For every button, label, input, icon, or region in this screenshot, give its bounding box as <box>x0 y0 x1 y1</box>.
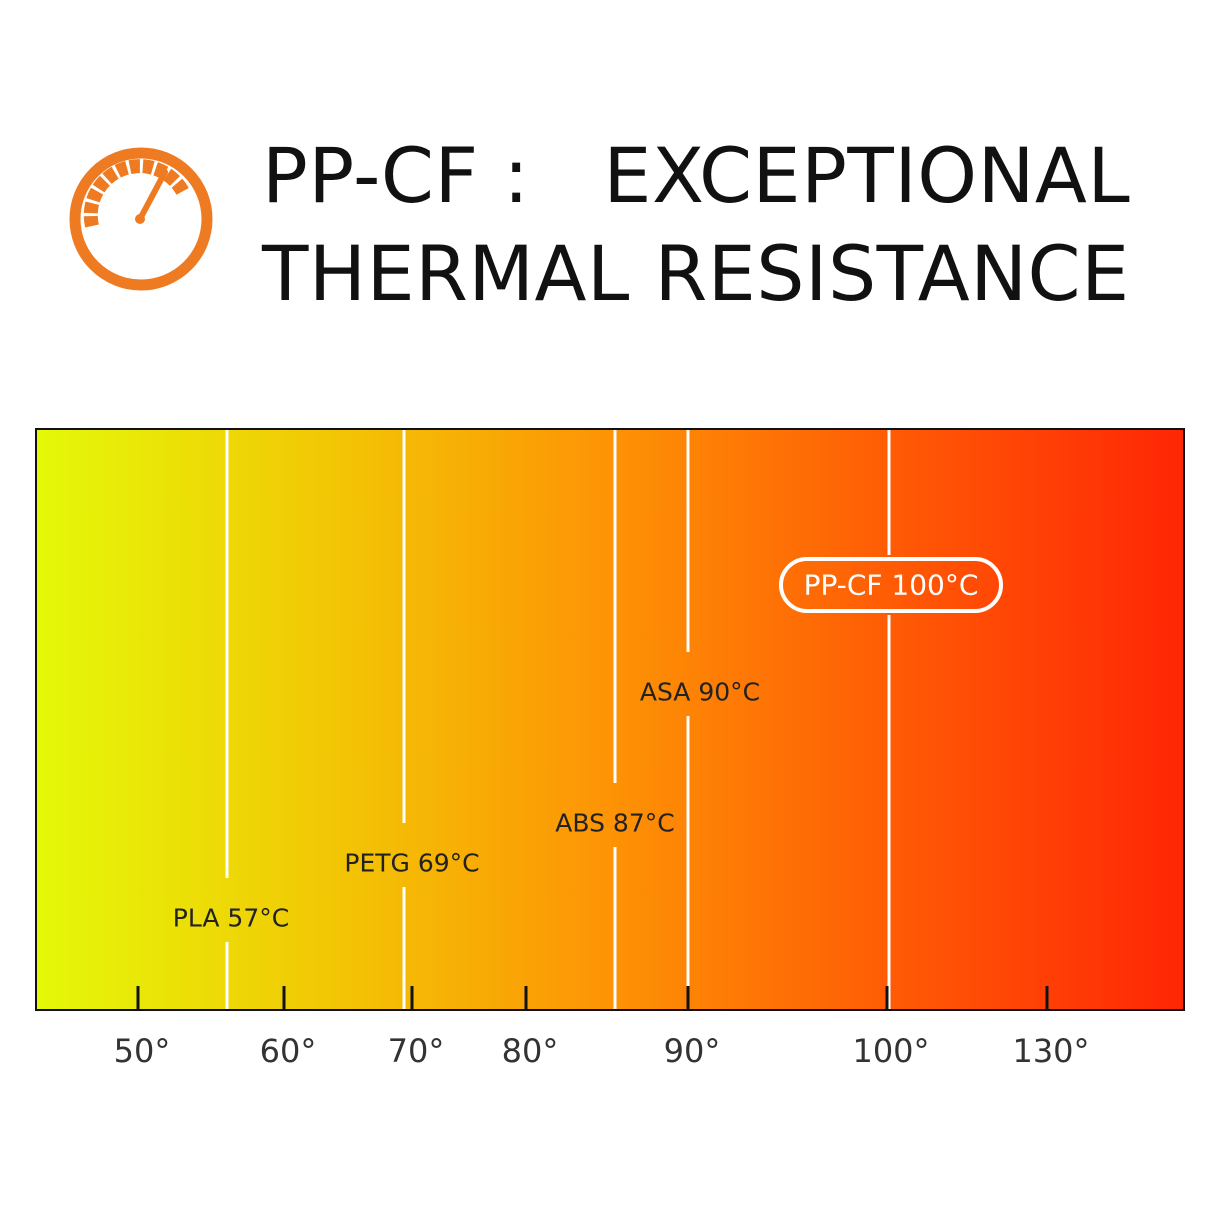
x-tick-label: 90° <box>664 1032 721 1070</box>
x-tick-label: 50° <box>114 1032 171 1070</box>
material-label-asa: ASA 90°C <box>640 678 760 707</box>
highlight-badge <box>779 557 1003 613</box>
x-tick-label: 100° <box>852 1032 929 1070</box>
material-label-pla: PLA 57°C <box>173 904 289 933</box>
page-title-line-2: THERMAL RESISTANCE <box>262 229 1130 318</box>
material-label-petg: PETG 69°C <box>344 849 479 878</box>
material-label-abs: ABS 87°C <box>555 809 674 838</box>
x-tick-label: 70° <box>388 1032 445 1070</box>
page-title-line-1: PP-CF : EXCEPTIONAL <box>262 131 1131 220</box>
x-tick-label: 80° <box>502 1032 559 1070</box>
thermometer-gauge-icon <box>69 147 213 291</box>
x-tick-label: 60° <box>260 1032 317 1070</box>
material-label-pp-cf: PP-CF 100°C <box>804 569 979 602</box>
x-tick-label: 130° <box>1012 1032 1089 1070</box>
